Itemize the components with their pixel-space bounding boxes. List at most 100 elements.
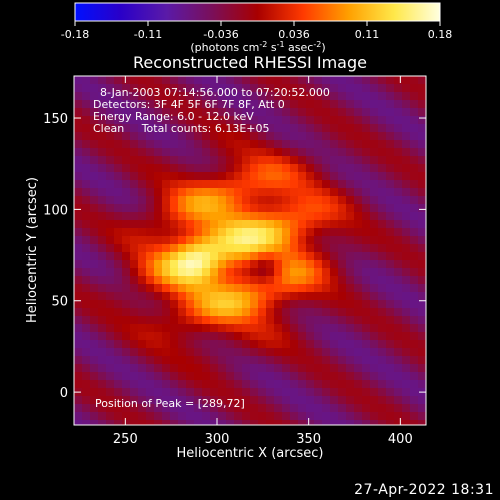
heatmap-cell	[402, 148, 411, 157]
heatmap-cell	[146, 420, 155, 425]
heatmap-cell	[186, 76, 195, 85]
heatmap-cell	[154, 116, 163, 125]
heatmap-cell	[362, 372, 371, 381]
heatmap-cell	[226, 348, 235, 357]
heatmap-cell	[354, 212, 363, 221]
heatmap-cell	[258, 332, 267, 341]
heatmap-cell	[90, 332, 99, 341]
heatmap-cell	[282, 76, 291, 85]
heatmap-cell	[106, 268, 115, 277]
heatmap-cell	[234, 356, 243, 365]
heatmap-cell	[234, 116, 243, 125]
heatmap-cell	[162, 292, 171, 301]
heatmap-cell	[322, 404, 331, 413]
heatmap-cell	[410, 204, 419, 213]
heatmap-cell	[234, 308, 243, 317]
heatmap-cell	[202, 292, 211, 301]
heatmap-cell	[298, 148, 307, 157]
heatmap-cell	[330, 380, 339, 389]
heatmap-cell	[226, 404, 235, 413]
heatmap-cell	[322, 220, 331, 229]
heatmap-cell	[298, 244, 307, 253]
heatmap-cell	[194, 132, 203, 141]
heatmap-cell	[90, 324, 99, 333]
heatmap-cell	[250, 364, 259, 373]
heatmap-cell	[74, 180, 83, 189]
heatmap-cell	[306, 84, 315, 93]
heatmap-cell	[154, 228, 163, 237]
heatmap-cell	[250, 124, 259, 133]
heatmap-cell	[290, 124, 299, 133]
heatmap-cell	[354, 228, 363, 237]
heatmap-cell	[82, 220, 91, 229]
heatmap-cell	[162, 412, 171, 421]
heatmap-cell	[170, 396, 179, 405]
heatmap-cell	[250, 292, 259, 301]
heatmap-cell	[298, 380, 307, 389]
heatmap-cell	[290, 348, 299, 357]
heatmap-cell	[146, 284, 155, 293]
heatmap-cell	[314, 388, 323, 397]
heatmap-cell	[418, 108, 426, 117]
y-tick-label: 100	[43, 203, 68, 218]
heatmap-cell	[106, 356, 115, 365]
peak-position-label: Position of Peak = [289,72]	[95, 397, 245, 410]
heatmap-cell	[410, 260, 419, 269]
heatmap-cell	[354, 236, 363, 245]
heatmap-cell	[282, 140, 291, 149]
heatmap-cell	[258, 316, 267, 325]
heatmap-cell	[338, 276, 347, 285]
heatmap-cell	[202, 332, 211, 341]
heatmap-cell	[306, 100, 315, 109]
heatmap-cell	[338, 236, 347, 245]
heatmap-cell	[322, 76, 331, 85]
heatmap-cell	[202, 380, 211, 389]
heatmap-cell	[282, 124, 291, 133]
heatmap-cell	[298, 276, 307, 285]
heatmap-cell	[418, 356, 426, 365]
heatmap-cell	[74, 108, 83, 117]
heatmap-cell	[314, 148, 323, 157]
heatmap-cell	[418, 364, 426, 373]
heatmap-cell	[362, 84, 371, 93]
heatmap-cell	[138, 164, 147, 173]
heatmap-cell	[266, 396, 275, 405]
heatmap-cell	[138, 420, 147, 425]
heatmap-cell	[122, 292, 131, 301]
heatmap-cell	[154, 140, 163, 149]
heatmap-cell	[154, 212, 163, 221]
heatmap-cell	[402, 412, 411, 421]
heatmap-cell	[418, 140, 426, 149]
heatmap-cell	[82, 228, 91, 237]
heatmap-cell	[122, 92, 131, 101]
heatmap-cell	[250, 412, 259, 421]
heatmap-cell	[258, 220, 267, 229]
heatmap-cell	[362, 236, 371, 245]
heatmap-cell	[386, 156, 395, 165]
heatmap-cell	[106, 276, 115, 285]
heatmap-cell	[210, 156, 219, 165]
heatmap-cell	[378, 148, 387, 157]
heatmap-cell	[186, 316, 195, 325]
heatmap-cell	[370, 100, 379, 109]
heatmap-cell	[186, 364, 195, 373]
heatmap-cell	[338, 348, 347, 357]
heatmap-cell	[410, 420, 419, 425]
heatmap-cell	[202, 228, 211, 237]
heatmap-cell	[186, 372, 195, 381]
heatmap-cell	[202, 340, 211, 349]
heatmap-cell	[362, 172, 371, 181]
heatmap-cell	[106, 204, 115, 213]
heatmap-cell	[114, 412, 123, 421]
heatmap-cell	[154, 172, 163, 181]
heatmap-cell	[98, 164, 107, 173]
heatmap-cell	[138, 108, 147, 117]
heatmap-cell	[346, 364, 355, 373]
heatmap-cell	[218, 284, 227, 293]
heatmap-cell	[362, 404, 371, 413]
heatmap-cell	[242, 236, 251, 245]
heatmap-cell	[250, 268, 259, 277]
heatmap-cell	[242, 300, 251, 309]
heatmap-cell	[146, 260, 155, 269]
heatmap-cell	[258, 396, 267, 405]
